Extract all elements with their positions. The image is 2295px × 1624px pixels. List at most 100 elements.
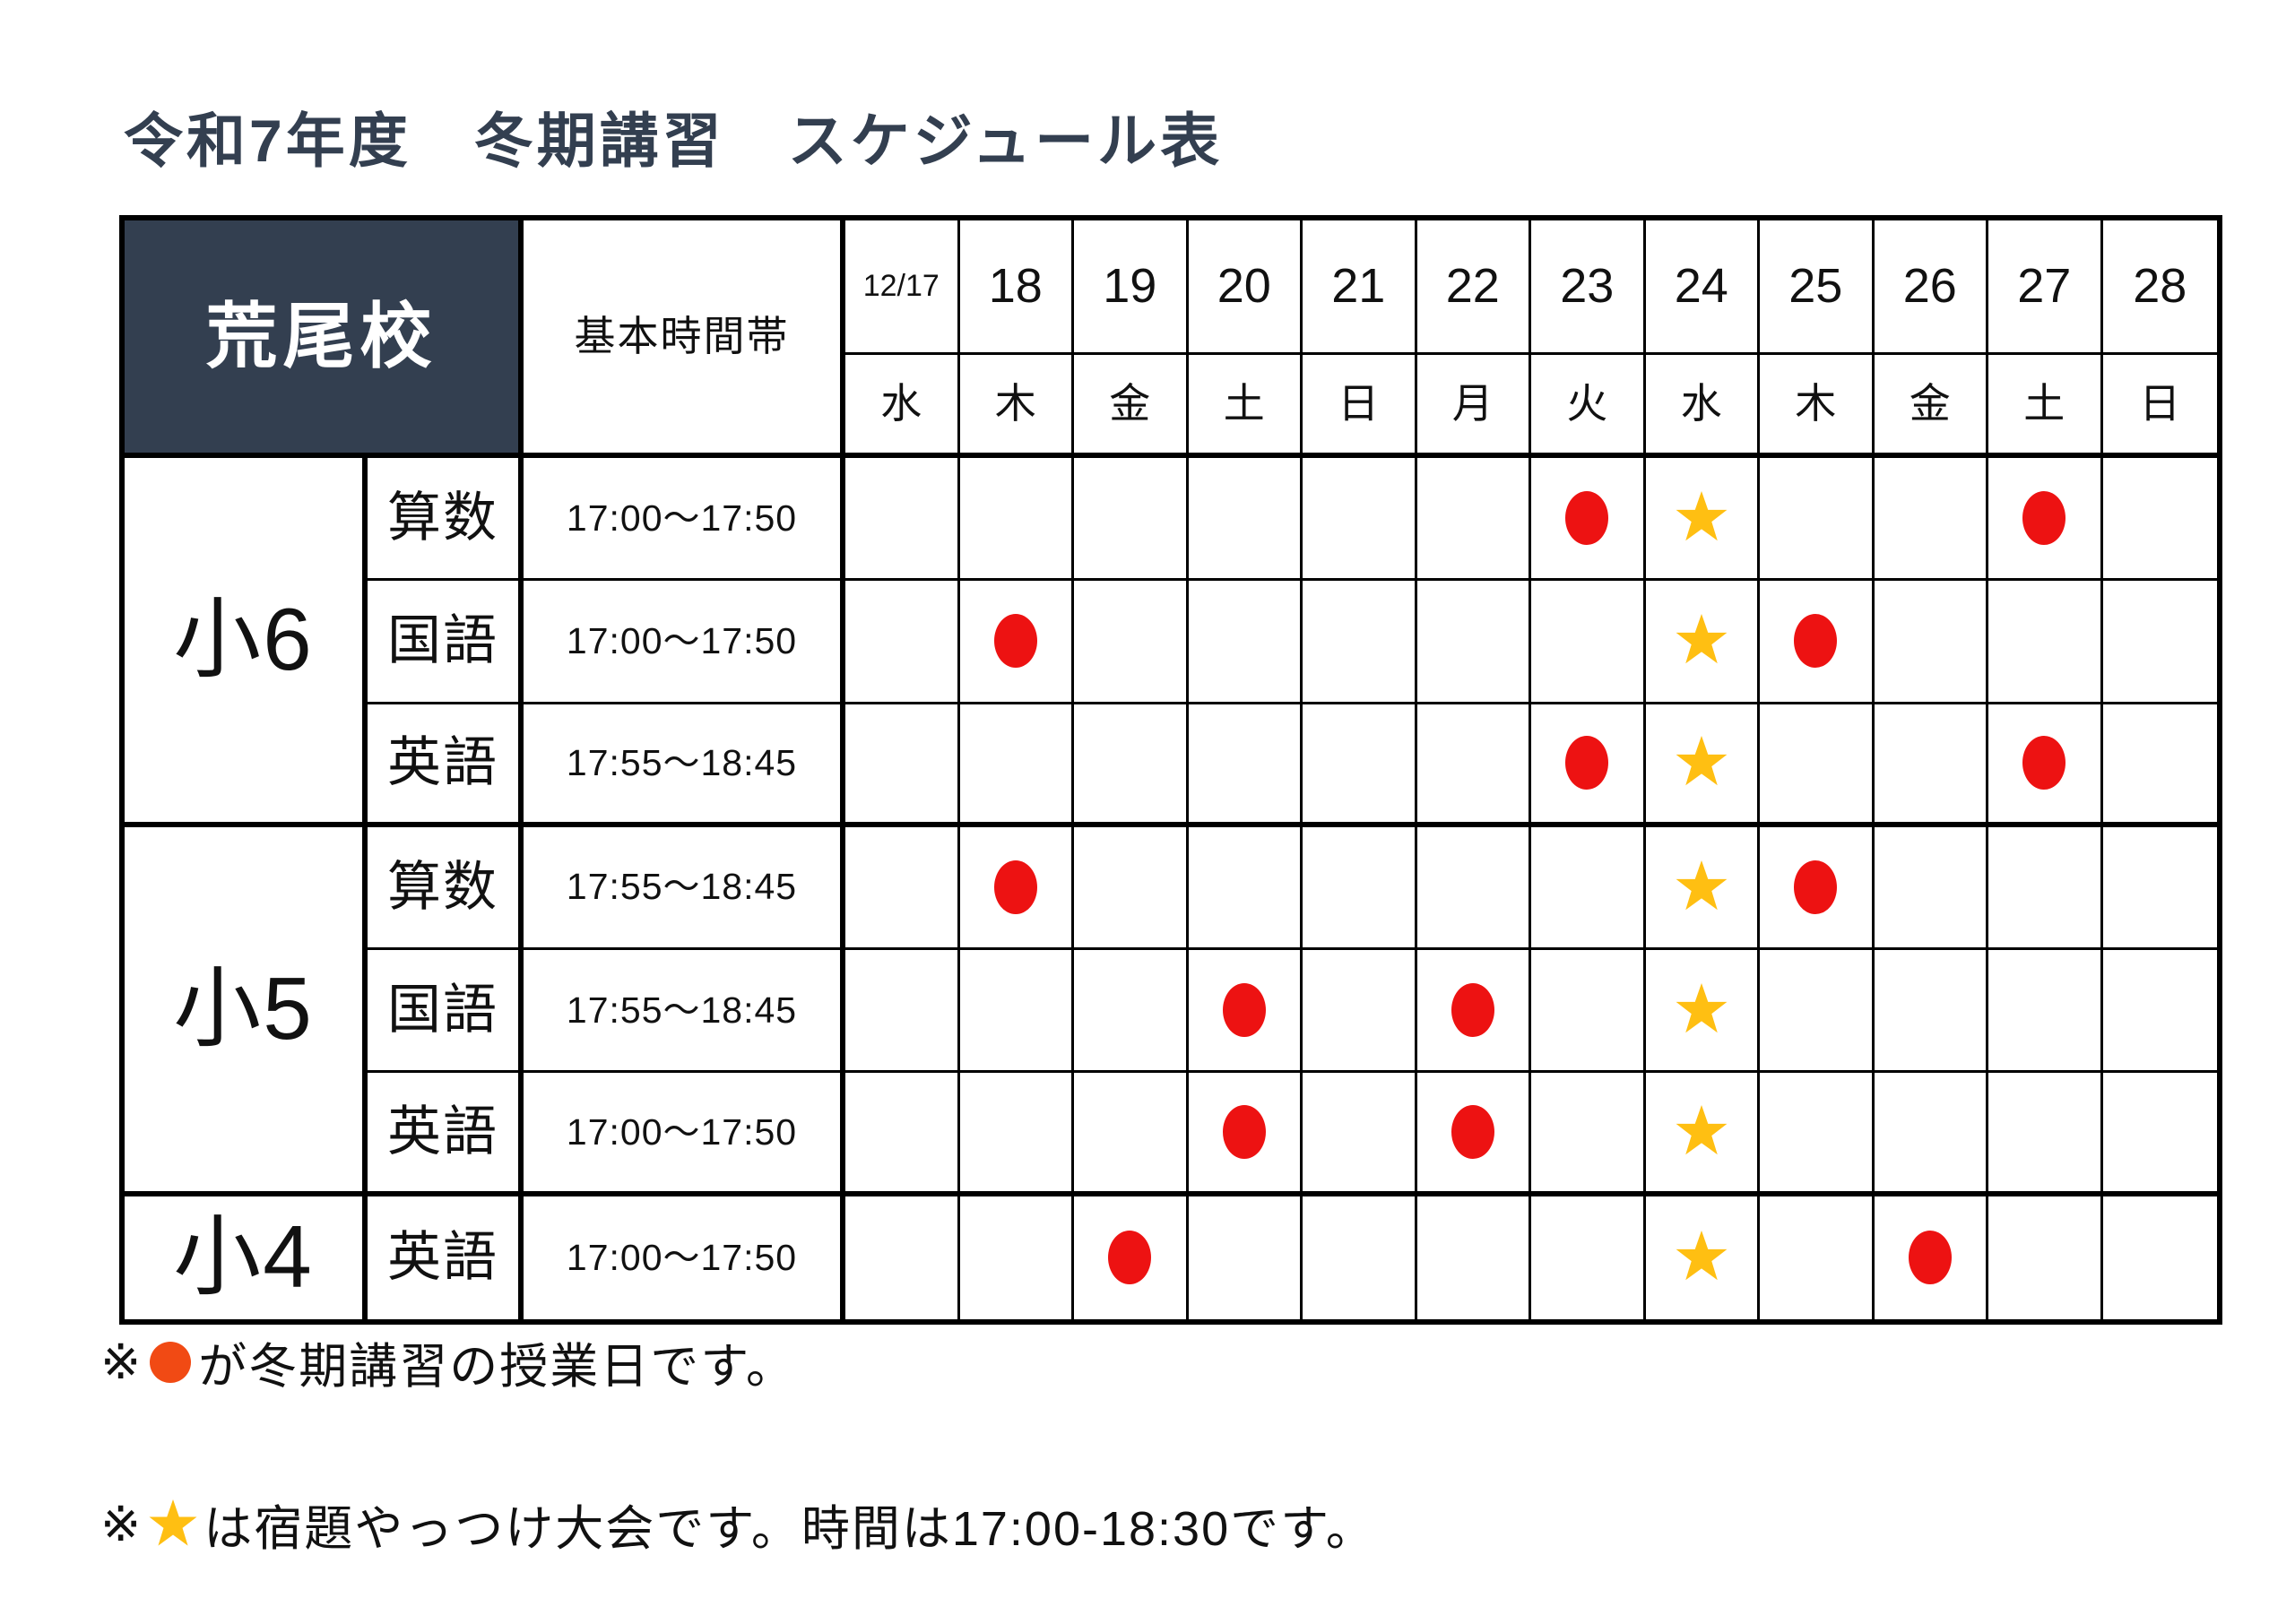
- date-header-cell: 24: [1645, 220, 1760, 355]
- date-header-cell: 22: [1416, 220, 1531, 355]
- schedule-cell: [1988, 704, 2103, 827]
- schedule-cell: [1988, 1196, 2103, 1319]
- class-day-circle-icon: [2022, 736, 2066, 790]
- subject-cell: 国語: [368, 581, 524, 704]
- class-day-circle-icon: [993, 614, 1037, 669]
- note-text: は宿題やっつけ大会です。時間は17:00-18:30です。: [204, 1502, 1376, 1556]
- date-header-cell: 27: [1988, 220, 2103, 355]
- class-day-circle-icon: [993, 860, 1037, 914]
- class-day-circle-icon: [1108, 1231, 1152, 1285]
- schedule-cell: [1988, 950, 2103, 1074]
- schedule-cell: [1531, 1073, 1646, 1196]
- schedule-cell: [960, 1196, 1074, 1319]
- schedule-cell: [1074, 950, 1189, 1074]
- schedule-cell: [1646, 1196, 1760, 1319]
- homework-event-star-icon: [1676, 983, 1728, 1033]
- schedule-cell: [1303, 704, 1417, 827]
- schedule-cell: [2102, 950, 2217, 1074]
- class-day-circle-icon: [1222, 983, 1266, 1038]
- schedule-cell: [1188, 458, 1303, 582]
- time-cell: 17:00〜17:50: [524, 1196, 845, 1319]
- schedule-cell: [1416, 704, 1531, 827]
- note-text: が冬期講習の授業日です。: [198, 1340, 796, 1394]
- schedule-cell: [1074, 704, 1189, 827]
- schedule-cell: [1988, 1073, 2103, 1196]
- date-header-cell: 18: [959, 220, 1074, 355]
- class-day-circle-icon: [2022, 491, 2066, 546]
- class-day-circle-icon: [1908, 1231, 1952, 1285]
- schedule-cell: [1988, 826, 2103, 951]
- schedule-cell: [1760, 1196, 1875, 1319]
- schedule-cell: [1760, 950, 1875, 1074]
- subject-cell: 国語: [368, 950, 524, 1074]
- schedule-cell: [1188, 826, 1303, 951]
- note: ※ は宿題やっつけ大会です。時間は17:00-18:30です。: [100, 1489, 1376, 1559]
- schedule-cell: [1416, 1073, 1531, 1196]
- schedule-cell: [1988, 458, 2103, 582]
- time-band-header: 基本時間帯: [524, 220, 845, 458]
- schedule-cell: [1531, 704, 1646, 827]
- class-day-circle-icon: [1794, 860, 1838, 914]
- schedule-cell: [1416, 581, 1531, 704]
- schedule-cell: [2102, 827, 2217, 951]
- schedule-cell: [1188, 1073, 1303, 1196]
- date-header-cell: 21: [1303, 220, 1417, 355]
- class-day-circle-icon: [150, 1341, 192, 1383]
- schedule-cell: [1874, 1073, 1988, 1196]
- day-header-cell: 土: [1188, 355, 1303, 458]
- date-header-cell: 20: [1188, 220, 1303, 355]
- schedule-cell: [1874, 581, 1988, 704]
- schedule-cell: [1760, 1073, 1875, 1196]
- grade-cell: 小6: [125, 458, 368, 827]
- schedule-cell: [1645, 458, 1760, 582]
- schedule-cell: [1531, 458, 1646, 582]
- schedule-cell: [1189, 1196, 1303, 1319]
- schedule-cell: [1645, 826, 1760, 951]
- schedule-cell: [1417, 1196, 1531, 1319]
- schedule-cell: [1188, 581, 1303, 704]
- schedule-cell: [1531, 950, 1646, 1074]
- day-header-cell: 月: [1416, 355, 1531, 458]
- time-cell: 17:55〜18:45: [524, 826, 845, 951]
- schedule-cell: [1303, 581, 1417, 704]
- schedule-cell: [1303, 458, 1417, 582]
- day-header-cell: 水: [845, 355, 960, 458]
- date-header-cell: 12/17: [845, 220, 960, 355]
- schedule-cell: [1645, 581, 1760, 704]
- subject-cell: 英語: [368, 1196, 524, 1319]
- schedule-cell: [845, 826, 960, 951]
- schedule-cell: [1760, 704, 1875, 827]
- date-header-cell: 28: [2102, 220, 2217, 355]
- schedule-cell: [1188, 704, 1303, 827]
- schedule-cell: [1531, 826, 1646, 951]
- schedule-cell: [2102, 1073, 2217, 1196]
- schedule-cell: [1303, 950, 1417, 1074]
- day-header-cell: 水: [1645, 355, 1760, 458]
- schedule-cell: [2102, 458, 2217, 582]
- schedule-cell: [2102, 704, 2217, 827]
- schedule-cell: [2103, 1196, 2218, 1319]
- schedule-cell: [2102, 581, 2217, 704]
- schedule-cell: [845, 1073, 960, 1196]
- schedule-cell: [1875, 1196, 1988, 1319]
- homework-event-star-icon: [1676, 736, 1728, 786]
- schedule-cell: [1645, 704, 1760, 827]
- schedule-cell: [1303, 826, 1417, 951]
- subject-cell: 算数: [368, 458, 524, 582]
- homework-event-star-icon: [1676, 614, 1728, 664]
- class-day-circle-icon: [1565, 736, 1609, 790]
- schedule-cell: [1988, 581, 2103, 704]
- time-cell: 17:00〜17:50: [524, 581, 845, 704]
- homework-event-star-icon: [1676, 860, 1728, 911]
- schedule-cell: [1074, 1073, 1189, 1196]
- schedule-cell: [1760, 826, 1875, 951]
- homework-event-star-icon: [149, 1499, 197, 1546]
- date-header-cell: 25: [1760, 220, 1875, 355]
- schedule-cell: [845, 581, 960, 704]
- schedule-cell: [845, 704, 960, 827]
- subject-cell: 英語: [368, 704, 524, 827]
- subject-cell: 英語: [368, 1073, 524, 1196]
- schedule-cell: [1874, 826, 1988, 951]
- schedule-cell: [959, 581, 1074, 704]
